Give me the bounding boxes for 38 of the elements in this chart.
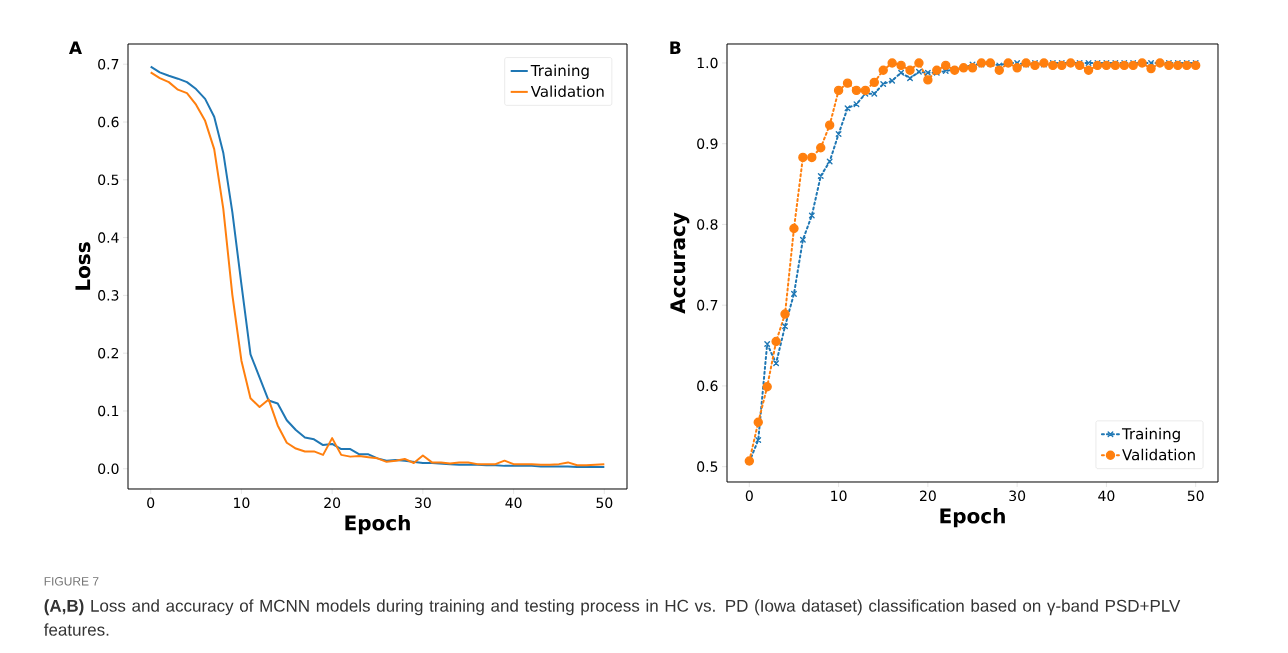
legend-label: Validation	[1122, 448, 1195, 461]
x-tick-label: 50	[596, 497, 613, 509]
x-tick-label: 10	[831, 490, 847, 502]
y-tick-label: 0.5	[697, 461, 718, 472]
y-tick-label: 0.6	[697, 380, 718, 392]
y-tick-label: 0.4	[98, 232, 119, 243]
y-tick-label: 0.8	[697, 219, 718, 230]
legend-label: Training	[1121, 427, 1180, 443]
y-tick-label: 0.7	[697, 299, 718, 311]
x-tick-label: 30	[1009, 490, 1026, 502]
x-tick-label: 20	[324, 497, 341, 509]
chart-title: A	[68, 41, 82, 54]
x-tick-label: 50	[1187, 490, 1204, 502]
x-tick-label: 10	[234, 497, 250, 509]
legend-label: Training	[530, 64, 589, 80]
x-tick-label: 40	[1098, 490, 1115, 502]
x-tick-label: 20	[919, 490, 936, 502]
legend-label: Validation	[530, 85, 604, 98]
y-tick-label: 0.1	[98, 405, 119, 417]
x-tick-label: 30	[415, 497, 431, 509]
y-tick-label: 0.6	[98, 116, 119, 128]
y-tick-label: 0.7	[98, 58, 119, 70]
x-axis-title: Epoch	[345, 514, 410, 535]
y-tick-label: 0.9	[697, 138, 718, 149]
x-tick-label: 0	[745, 490, 753, 502]
caption: FIGURE 7	[44, 577, 99, 586]
y-tick-label: 0.3	[98, 290, 119, 301]
chart-title: B	[670, 41, 681, 54]
x-tick-label: 40	[505, 497, 522, 509]
x-axis-title: Epoch	[940, 507, 1005, 528]
x-tick-label: 0	[147, 497, 155, 509]
y-tick-label: 1.0	[697, 57, 718, 69]
y-tick-label: 0.2	[98, 347, 119, 359]
y-axis-title: Accuracy	[670, 212, 690, 314]
y-tick-label: 0.5	[98, 174, 119, 186]
y-axis-title: Loss	[75, 242, 91, 290]
text: (A,B) Loss and accuracy of MCNN models during training and testing process in HC vs. PD (Iowa dataset) classification based on γ-band PSD+PLV features.	[43, 599, 1181, 636]
y-tick-label: 0.0	[98, 463, 119, 475]
